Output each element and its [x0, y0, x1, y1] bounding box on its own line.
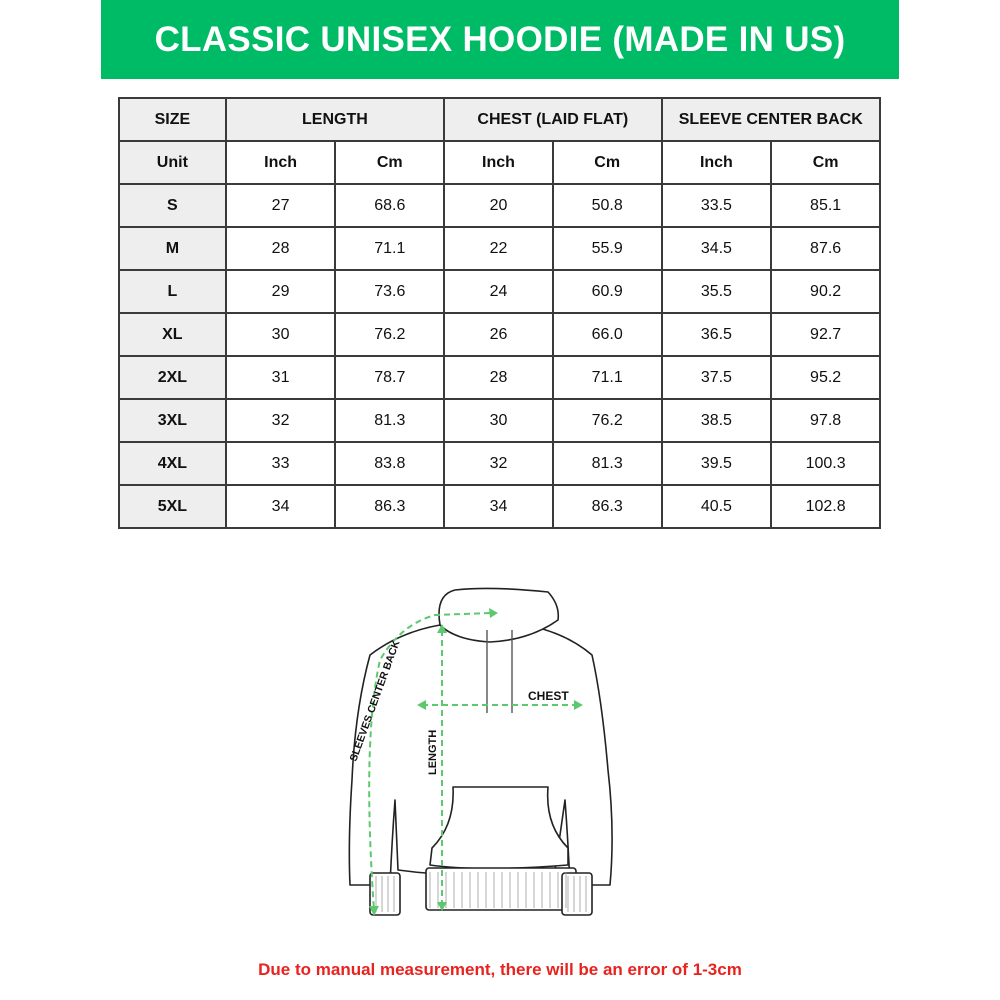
value-cell: 20	[443, 183, 554, 228]
size-cell: 4XL	[118, 441, 227, 486]
value-cell: 73.6	[334, 269, 446, 314]
value-cell: 40.5	[660, 484, 773, 529]
unit-cell: Inch	[660, 140, 773, 185]
value-cell: 32	[443, 441, 554, 486]
chest-label: CHEST	[528, 689, 569, 703]
value-cell: 55.9	[551, 226, 663, 271]
value-cell: 100.3	[770, 441, 881, 486]
value-cell: 26	[443, 312, 554, 357]
unit-cell: Cm	[551, 140, 663, 185]
value-cell: 39.5	[660, 441, 773, 486]
value-cell: 95.2	[770, 355, 881, 400]
value-cell: 97.8	[770, 398, 881, 443]
unit-cell: Cm	[334, 140, 446, 185]
unit-cell: Inch	[443, 140, 554, 185]
size-cell: XL	[118, 312, 227, 357]
value-cell: 28	[443, 355, 554, 400]
right-cuff	[561, 872, 593, 916]
table-row: 3XL 32 81.3 30 76.2 38.5 97.8	[118, 398, 881, 443]
value-cell: 37.5	[660, 355, 773, 400]
value-cell: 81.3	[334, 398, 446, 443]
value-cell: 32	[224, 398, 337, 443]
value-cell: 24	[443, 269, 554, 314]
left-cuff	[369, 872, 401, 916]
value-cell: 36.5	[660, 312, 773, 357]
unit-label: Unit	[118, 140, 227, 185]
table-row: L 29 73.6 24 60.9 35.5 90.2	[118, 269, 881, 314]
table-row: 2XL 31 78.7 28 71.1 37.5 95.2	[118, 355, 881, 400]
value-cell: 76.2	[551, 398, 663, 443]
value-cell: 87.6	[770, 226, 881, 271]
length-label: LENGTH	[427, 730, 439, 775]
value-cell: 34	[224, 484, 337, 529]
value-cell: 34.5	[660, 226, 773, 271]
table-row: S 27 68.6 20 50.8 33.5 85.1	[118, 183, 881, 228]
value-cell: 71.1	[551, 355, 663, 400]
size-cell: M	[118, 226, 227, 271]
value-cell: 66.0	[551, 312, 663, 357]
value-cell: 83.8	[334, 441, 446, 486]
size-chart-table: SIZE LENGTH CHEST (LAID FLAT) SLEEVE CEN…	[118, 97, 882, 529]
header-sleeve: SLEEVE CENTER BACK	[660, 97, 882, 142]
hood	[438, 587, 560, 643]
table-row: M 28 71.1 22 55.9 34.5 87.6	[118, 226, 881, 271]
title-banner: CLASSIC UNISEX HOODIE (MADE IN US)	[101, 0, 899, 79]
value-cell: 33	[224, 441, 337, 486]
table-row: 4XL 33 83.8 32 81.3 39.5 100.3	[118, 441, 881, 486]
value-cell: 22	[443, 226, 554, 271]
header-chest: CHEST (LAID FLAT)	[443, 97, 663, 142]
value-cell: 86.3	[551, 484, 663, 529]
hoodie-diagram: CHEST LENGTH SLEEVES CENTER BACK	[348, 587, 613, 916]
value-cell: 33.5	[660, 183, 773, 228]
value-cell: 68.6	[334, 183, 446, 228]
value-cell: 85.1	[770, 183, 881, 228]
value-cell: 71.1	[334, 226, 446, 271]
table-row: XL 30 76.2 26 66.0 36.5 92.7	[118, 312, 881, 357]
measurement-note: Due to manual measurement, there will be…	[258, 960, 742, 979]
value-cell: 102.8	[770, 484, 881, 529]
unit-cell: Cm	[770, 140, 881, 185]
size-cell: 5XL	[118, 484, 227, 529]
value-cell: 34	[443, 484, 554, 529]
value-cell: 50.8	[551, 183, 663, 228]
value-cell: 31	[224, 355, 337, 400]
unit-row: Unit Inch Cm Inch Cm Inch Cm	[118, 140, 881, 185]
value-cell: 38.5	[660, 398, 773, 443]
value-cell: 78.7	[334, 355, 446, 400]
header-row: SIZE LENGTH CHEST (LAID FLAT) SLEEVE CEN…	[118, 97, 882, 142]
value-cell: 30	[224, 312, 337, 357]
value-cell: 76.2	[334, 312, 446, 357]
value-cell: 28	[224, 226, 337, 271]
unit-cell: Inch	[224, 140, 337, 185]
size-cell: S	[118, 183, 227, 228]
value-cell: 35.5	[660, 269, 773, 314]
table-row: 5XL 34 86.3 34 86.3 40.5 102.8	[118, 484, 881, 529]
header-length: LENGTH	[224, 97, 446, 142]
value-cell: 90.2	[770, 269, 881, 314]
value-cell: 27	[224, 183, 337, 228]
size-cell: L	[118, 269, 227, 314]
size-cell: 3XL	[118, 398, 227, 443]
waistband	[425, 867, 577, 911]
value-cell: 92.7	[770, 312, 881, 357]
value-cell: 81.3	[551, 441, 663, 486]
header-size: SIZE	[118, 97, 227, 142]
value-cell: 60.9	[551, 269, 663, 314]
size-cell: 2XL	[118, 355, 227, 400]
value-cell: 29	[224, 269, 337, 314]
value-cell: 86.3	[334, 484, 446, 529]
value-cell: 30	[443, 398, 554, 443]
